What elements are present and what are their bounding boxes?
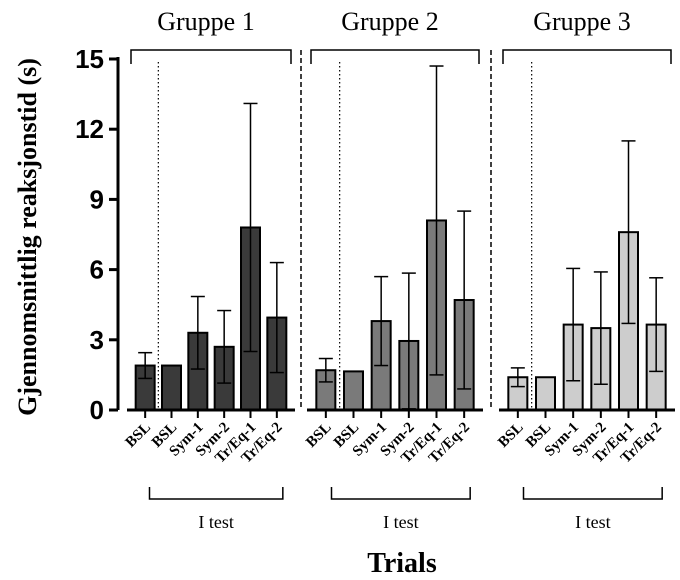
test-bracket-label: I test: [383, 512, 419, 532]
test-bracket-label: I test: [575, 512, 611, 532]
x-tick-label: BSL: [495, 420, 526, 451]
y-tick-label: 9: [90, 184, 104, 214]
group-bracket: [130, 49, 292, 64]
group-title: Gruppe 3: [533, 7, 630, 36]
y-tick-label: 12: [75, 114, 104, 144]
x-axis-title: Trials: [367, 548, 437, 579]
bars-layer: [134, 65, 667, 412]
bar: [161, 364, 182, 412]
group-bracket: [310, 49, 480, 64]
y-tick-label: 0: [90, 395, 104, 425]
x-tick-label: BSL: [123, 420, 154, 451]
y-tick-label: 3: [90, 325, 104, 355]
test-bracket: [148, 487, 284, 500]
x-tick-label: BSL: [303, 420, 334, 451]
axis-layer: [109, 49, 675, 500]
y-axis-title: Gjennomsnittlig reaksjonstid (s): [13, 58, 42, 416]
group-title: Gruppe 2: [341, 7, 438, 36]
group-bracket: [502, 49, 672, 64]
test-bracket: [330, 487, 471, 500]
bar: [343, 370, 364, 412]
bar: [535, 376, 556, 411]
test-bracket: [522, 487, 663, 500]
y-tick-label: 6: [90, 255, 104, 285]
group-title: Gruppe 1: [157, 7, 254, 36]
test-bracket-label: I test: [198, 512, 234, 532]
y-tick-label: 15: [75, 44, 104, 74]
